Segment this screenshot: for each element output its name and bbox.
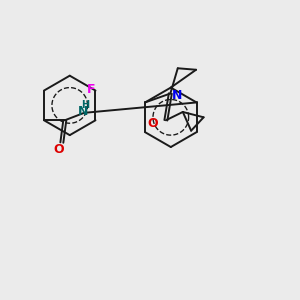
Text: H: H: [82, 100, 90, 110]
Text: O: O: [147, 117, 158, 130]
Text: F: F: [87, 82, 95, 96]
Text: O: O: [53, 142, 64, 156]
Text: N: N: [172, 88, 182, 101]
Text: N: N: [78, 105, 89, 118]
